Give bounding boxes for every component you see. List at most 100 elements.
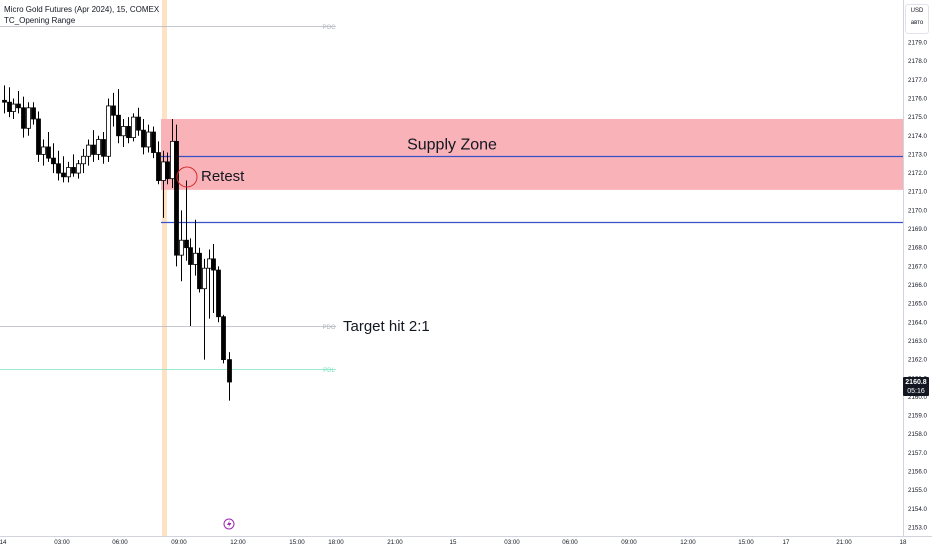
candle[interactable] <box>36 111 41 162</box>
symbol-title[interactable]: Micro Gold Futures (Apr 2024), 15, COMEX <box>4 5 160 14</box>
candle[interactable] <box>216 266 221 323</box>
y-tick-label: 2172.0 <box>908 170 927 177</box>
candle[interactable] <box>81 148 86 174</box>
candle-body-bear <box>136 116 141 131</box>
candle-body-bear <box>21 107 26 129</box>
candle-body-bull <box>121 126 126 137</box>
ref-label-pdl: PDL <box>323 368 335 374</box>
candle[interactable] <box>174 124 179 267</box>
ref-label-poc: POC <box>322 25 336 31</box>
x-tick-label: 09:00 <box>171 539 187 546</box>
candle-body-bull <box>26 107 31 129</box>
supply-zone-box[interactable] <box>161 118 903 190</box>
candle[interactable] <box>146 124 151 153</box>
candle-body-bear <box>221 316 226 361</box>
x-tick-label: 03:00 <box>54 539 70 546</box>
candle[interactable] <box>151 126 156 159</box>
candle[interactable] <box>31 102 36 125</box>
session-open-highlight <box>162 0 167 536</box>
candle[interactable] <box>16 91 21 114</box>
candle[interactable] <box>71 154 76 177</box>
candle[interactable] <box>101 132 106 164</box>
candle[interactable] <box>96 135 101 161</box>
candle-body-bear <box>141 129 146 148</box>
candle-body-bull <box>106 105 111 157</box>
candle-body-bull <box>86 144 91 157</box>
candle-body-bear <box>56 163 61 174</box>
candle[interactable] <box>91 130 96 162</box>
candle-body-bear <box>126 126 131 139</box>
candle-body-bear <box>197 252 202 290</box>
candle[interactable] <box>156 141 161 185</box>
candle[interactable] <box>111 92 116 127</box>
candle[interactable] <box>193 219 198 276</box>
candle-body-bull <box>161 161 166 181</box>
candle[interactable] <box>126 117 131 144</box>
flash-icon-bolt <box>227 520 232 528</box>
candle[interactable] <box>136 107 141 136</box>
candle[interactable] <box>221 314 226 364</box>
candle-body-bear <box>46 146 51 159</box>
candle[interactable] <box>106 98 111 162</box>
x-tick-label: 17 <box>783 539 790 546</box>
candle[interactable] <box>7 87 12 118</box>
currency-selector[interactable]: USD авто <box>905 4 929 34</box>
x-tick-label: 06:00 <box>112 539 128 546</box>
y-tick-label: 2169.0 <box>908 226 927 233</box>
candle[interactable] <box>207 249 212 319</box>
y-tick-label: 2167.0 <box>908 263 927 270</box>
retest-label: Retest <box>201 168 245 185</box>
chart-background <box>162 0 167 536</box>
candle[interactable] <box>184 180 189 261</box>
x-tick-label: 15:00 <box>738 539 754 546</box>
event-flash-icon[interactable] <box>223 518 235 530</box>
candle-body-bull <box>96 139 101 155</box>
candle-body-bear <box>216 269 221 318</box>
candle[interactable] <box>41 139 46 166</box>
candle-body-bear <box>91 144 96 155</box>
candle-body-bull <box>41 146 46 155</box>
candle[interactable] <box>202 258 207 360</box>
candle-body-bear <box>165 161 170 180</box>
candle[interactable] <box>179 210 184 282</box>
indicator-title[interactable]: TC_Opening Range <box>4 16 76 25</box>
candle-body-bull <box>81 155 86 165</box>
candle-body-bear <box>211 258 216 271</box>
candle[interactable] <box>21 96 26 138</box>
candle[interactable] <box>2 85 7 114</box>
candle-body-bull <box>193 252 198 265</box>
candle[interactable] <box>188 238 193 327</box>
candle[interactable] <box>51 143 56 174</box>
candle-body-bull <box>146 131 151 148</box>
candle[interactable] <box>165 152 170 185</box>
candle[interactable] <box>116 89 121 144</box>
candle[interactable] <box>76 160 81 179</box>
candle[interactable] <box>46 132 51 162</box>
ref-label-pdo: PDO <box>322 325 335 331</box>
x-tick-label: 15 <box>450 539 457 546</box>
y-tick-label: 2174.0 <box>908 133 927 140</box>
candle[interactable] <box>26 102 31 136</box>
candle-body-bear <box>31 107 36 120</box>
candle[interactable] <box>11 98 16 119</box>
candle[interactable] <box>66 161 71 183</box>
candle[interactable] <box>131 113 136 142</box>
y-tick-label: 2173.0 <box>908 151 927 158</box>
candle[interactable] <box>211 243 216 313</box>
candles-layer <box>2 85 232 401</box>
candle[interactable] <box>141 118 146 155</box>
y-tick-label: 2155.0 <box>908 487 927 494</box>
candle[interactable] <box>227 352 232 401</box>
candle[interactable] <box>86 139 91 166</box>
candle[interactable] <box>121 118 126 147</box>
y-tick-label: 2162.0 <box>908 357 927 364</box>
candle[interactable] <box>61 156 66 183</box>
x-tick-label: 18:00 <box>328 539 344 546</box>
candle[interactable] <box>197 247 202 293</box>
candle-body-bear <box>51 157 56 165</box>
candle-body-bear <box>16 103 21 109</box>
candle-body-bull <box>131 116 136 139</box>
candle[interactable] <box>56 150 61 181</box>
